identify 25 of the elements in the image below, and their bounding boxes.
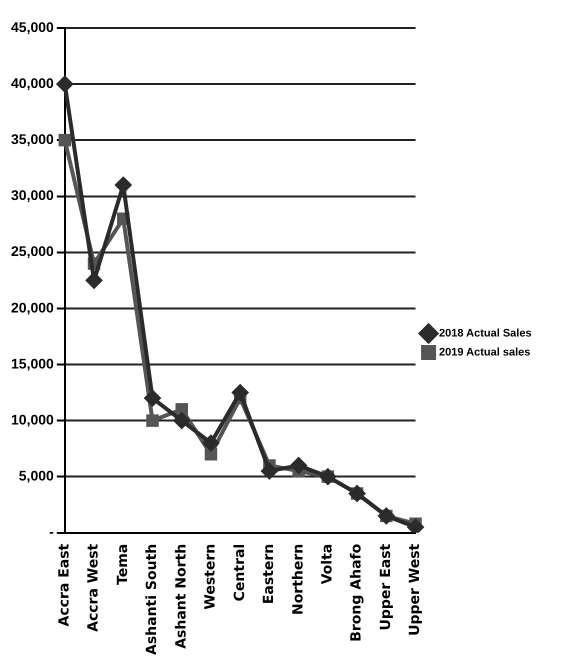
x-tick-label: Accra West	[86, 543, 102, 632]
y-tick-label: 35,000	[10, 131, 54, 148]
legend-label: 2019 Actual sales	[439, 346, 530, 359]
x-tick-label: Tema	[114, 544, 131, 585]
x-tick-label: Upper West	[407, 543, 424, 636]
x-tick-label: Northern	[290, 544, 306, 616]
x-tick-label: Brong Ahafo	[348, 543, 365, 642]
x-tick-label: Volta	[320, 544, 336, 584]
y-tick-label: 10,000	[10, 411, 54, 428]
legend-label: 2018 Actual Sales	[439, 328, 532, 340]
x-tick-label: Ashant North	[173, 544, 190, 649]
y-tick-label: 40,000	[10, 74, 54, 91]
y-tick-label: 20,000	[10, 299, 54, 316]
x-tick-label: Upper East	[378, 543, 394, 630]
x-tick-label: Ashanti South	[144, 544, 160, 656]
x-tick-label: Central	[232, 544, 248, 602]
x-tick-label: Western	[202, 544, 219, 610]
x-tick-label: Accra East	[56, 543, 72, 626]
x-tick-label: Eastern	[261, 544, 278, 604]
y-tick-label: 15,000	[10, 355, 54, 372]
y-tick-label: 30,000	[10, 187, 54, 204]
y-tick-label: -	[49, 524, 54, 540]
y-tick-label: 5,000	[18, 468, 54, 484]
y-tick-label: 25,000	[10, 243, 54, 260]
y-tick-label: 45,000	[10, 18, 54, 35]
